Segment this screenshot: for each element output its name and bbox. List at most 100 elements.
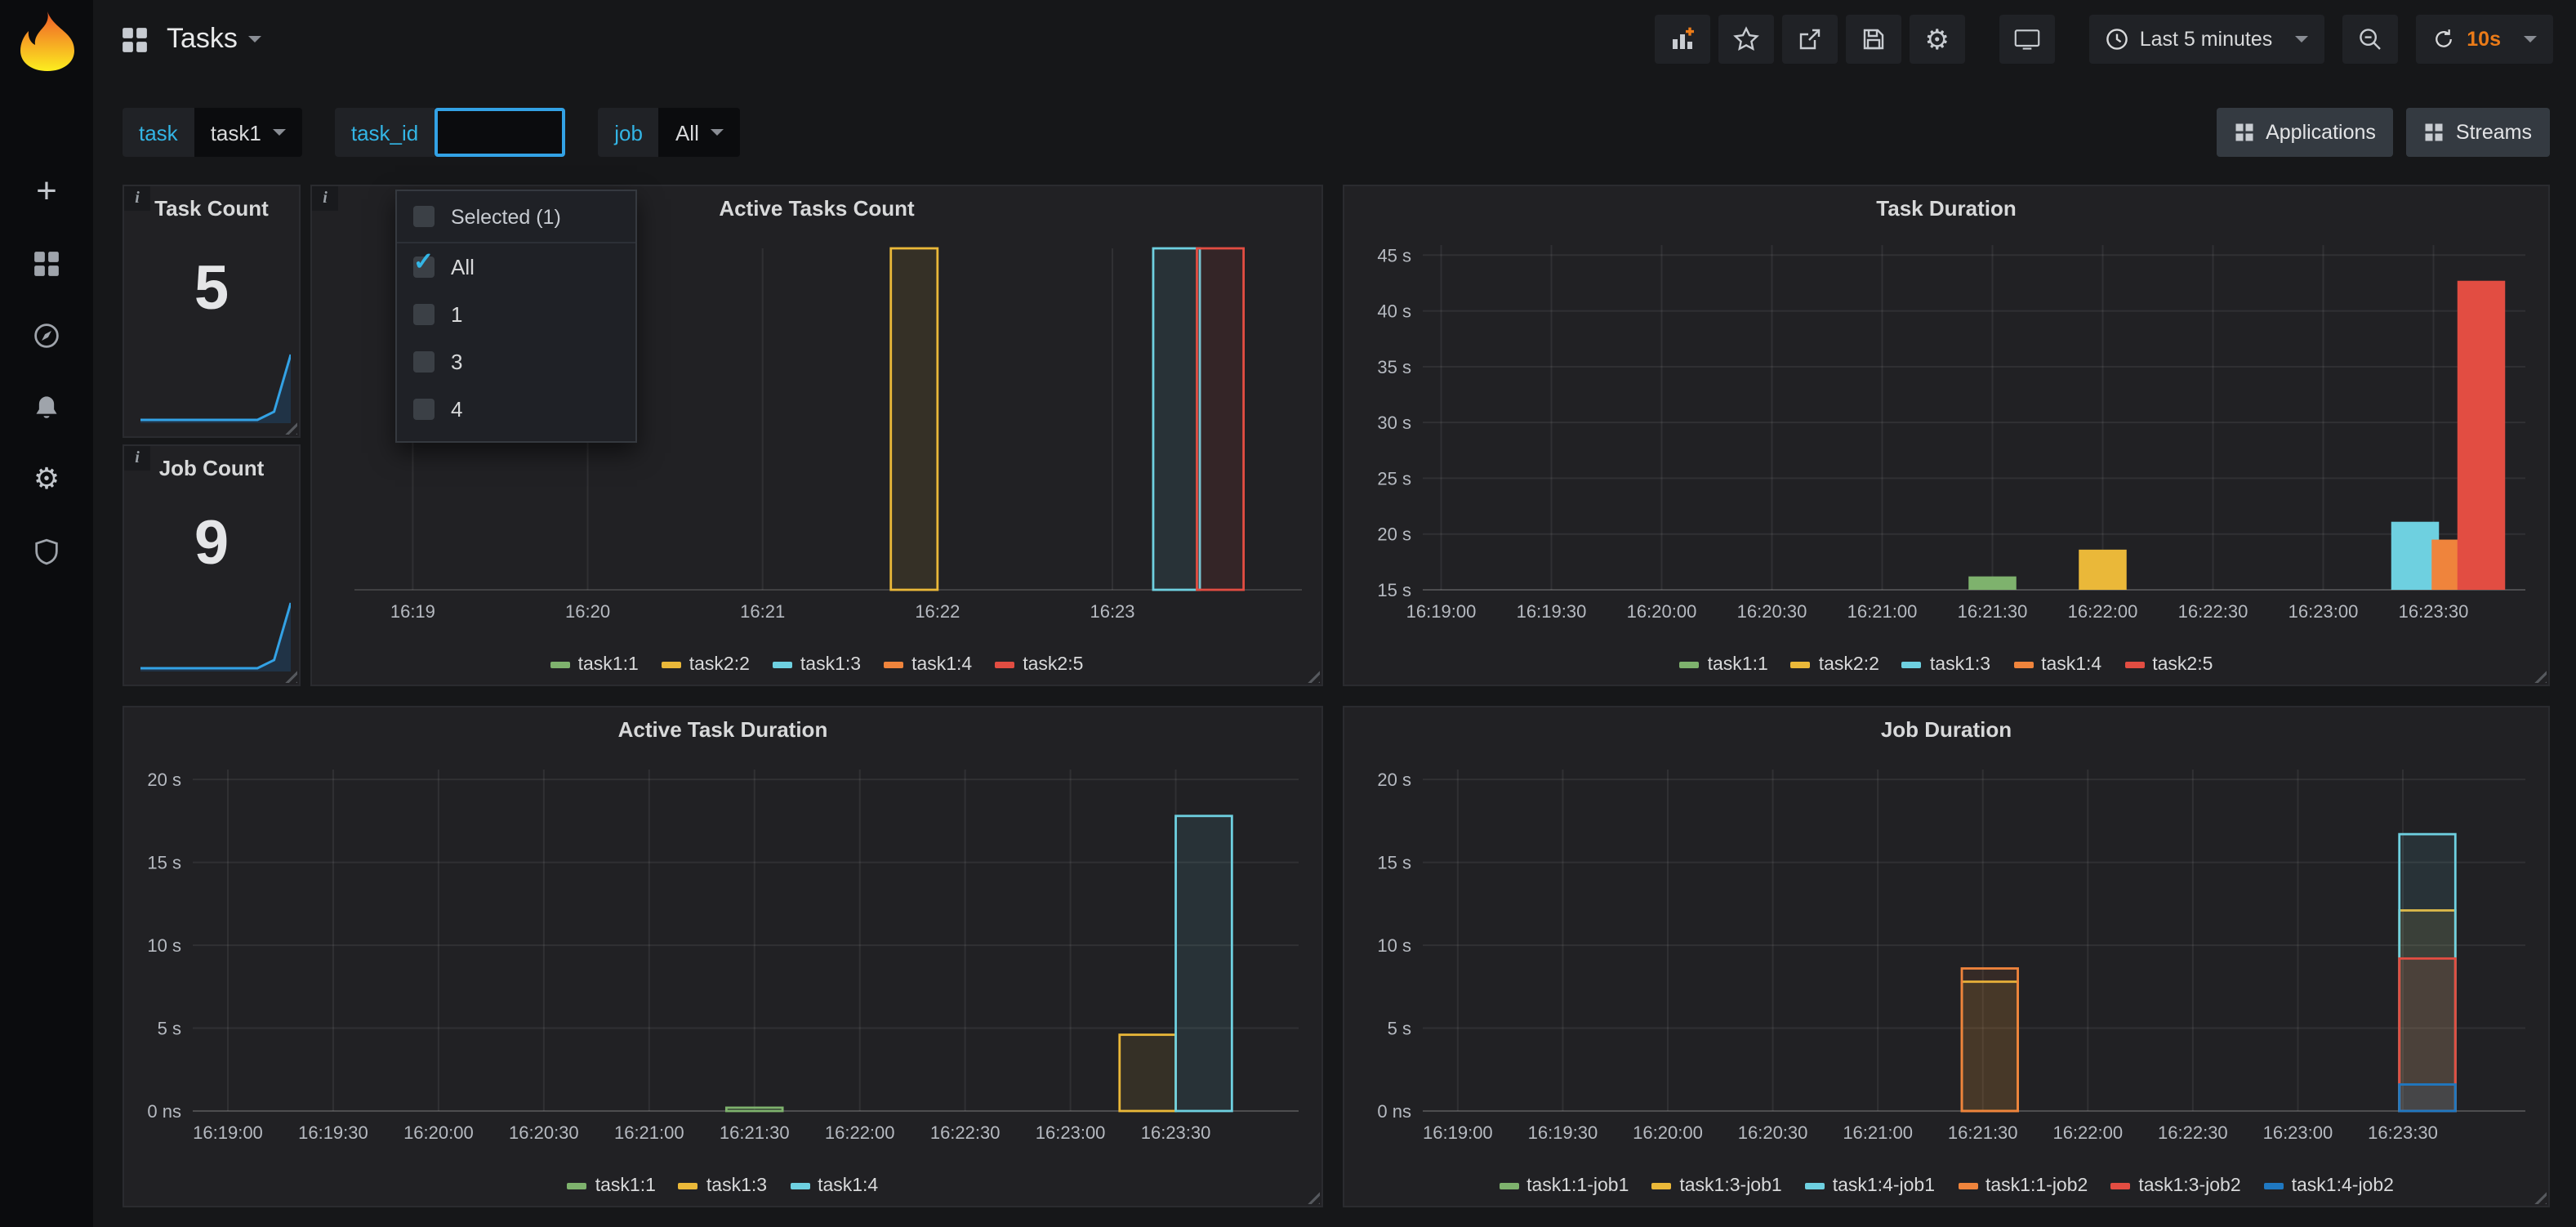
- sidebar-item-configuration[interactable]: ⚙: [0, 443, 93, 515]
- legend-item[interactable]: task1:1-job1: [1499, 1176, 1629, 1196]
- submenu: task task1 task_id job All: [93, 78, 2576, 176]
- zoom-out-button[interactable]: [2342, 15, 2399, 64]
- refresh-icon: [2436, 29, 2453, 47]
- dropdown-option-4[interactable]: ✓ 4: [397, 386, 635, 433]
- time-range-label: Last 5 minutes: [2139, 28, 2273, 51]
- task-duration-chart[interactable]: 16:19:00 16:19:30 16:20:00 16:20:30 16:21:00…: [1348, 232, 2545, 639]
- legend-item[interactable]: task2:2: [1790, 655, 1879, 675]
- legend-item[interactable]: task1:4: [790, 1176, 878, 1196]
- svg-text:16:19:30: 16:19:30: [1528, 1122, 1598, 1143]
- dropdown-option-all[interactable]: ✓ All: [413, 248, 475, 279]
- legend-swatch: [772, 662, 792, 668]
- svg-text:16:23:00: 16:23:00: [2289, 601, 2359, 622]
- svg-text:45 s: 45 s: [1377, 245, 1411, 265]
- legend-item[interactable]: task1:3-job1: [1651, 1176, 1782, 1196]
- legend-item[interactable]: task1:1-job2: [1958, 1176, 2088, 1196]
- legend-item[interactable]: task1:1: [567, 1176, 656, 1196]
- legend-swatch: [1901, 662, 1922, 668]
- legend-item[interactable]: task1:1: [550, 655, 639, 675]
- refresh-button[interactable]: 10s: [2416, 15, 2553, 64]
- save-icon: [1863, 29, 1883, 50]
- active-tasks-count-chart[interactable]: 16:19 16:20 16:21 16:22 16:23: [315, 232, 1318, 639]
- svg-text:5 s: 5 s: [1388, 1019, 1411, 1039]
- svg-text:30 s: 30 s: [1377, 413, 1411, 433]
- legend-item[interactable]: task2:5: [2124, 655, 2213, 675]
- star-button[interactable]: [1718, 15, 1774, 64]
- info-icon[interactable]: i: [312, 186, 338, 211]
- variable-task-id-label: task_id: [334, 108, 435, 157]
- sidebar-item-server-admin[interactable]: [0, 515, 93, 587]
- svg-text:16:20:30: 16:20:30: [509, 1122, 579, 1143]
- add-panel-button[interactable]: [1654, 15, 1710, 64]
- task-id-input[interactable]: [435, 108, 566, 157]
- svg-text:20 s: 20 s: [1377, 770, 1411, 790]
- sidebar: + ⚙: [0, 0, 93, 1227]
- legend-swatch: [2110, 1183, 2131, 1189]
- svg-text:35 s: 35 s: [1377, 357, 1411, 377]
- panel-title[interactable]: Job Count: [158, 456, 265, 480]
- legend-item[interactable]: task1:3: [678, 1176, 767, 1196]
- panel-title[interactable]: Active Tasks Count: [719, 196, 915, 221]
- svg-text:16:21:30: 16:21:30: [1958, 601, 2028, 622]
- share-button[interactable]: [1781, 15, 1838, 64]
- panel-job-count: i Job Count 9: [123, 444, 301, 686]
- sidebar-item-dashboards[interactable]: [0, 227, 93, 299]
- svg-text:16:21:00: 16:21:00: [614, 1122, 684, 1143]
- sidebar-item-explore[interactable]: [0, 299, 93, 371]
- legend-item[interactable]: task1:3: [1901, 655, 1990, 675]
- cycle-view-mode-button[interactable]: [1999, 15, 2055, 64]
- job-duration-chart[interactable]: 16:19:00 16:19:30 16:20:00 16:20:30 16:21:00…: [1348, 753, 2545, 1160]
- panel-title[interactable]: Task Duration: [1876, 196, 2017, 221]
- svg-text:25 s: 25 s: [1377, 468, 1411, 489]
- panel-title[interactable]: Task Count: [154, 196, 269, 221]
- grafana-logo[interactable]: [14, 8, 79, 74]
- dropdown-option-1[interactable]: ✓ 1: [397, 291, 635, 338]
- legend-item[interactable]: task1:1: [1679, 655, 1768, 675]
- legend-item[interactable]: task1:3-job2: [2110, 1176, 2241, 1196]
- chart-legend: task1:1 task1:3 task1:4: [124, 1176, 1321, 1196]
- legend-swatch: [790, 1183, 810, 1189]
- svg-text:16:23:00: 16:23:00: [1036, 1122, 1106, 1143]
- legend-item[interactable]: task1:4-job1: [1804, 1176, 1935, 1196]
- legend-item[interactable]: task2:2: [661, 655, 750, 675]
- legend-item[interactable]: task1:3: [772, 655, 861, 675]
- svg-text:16:20:30: 16:20:30: [1738, 1122, 1808, 1143]
- legend-item[interactable]: task1:4: [884, 655, 972, 675]
- refresh-interval-label: 10s: [2467, 28, 2501, 51]
- variable-job-value[interactable]: All: [658, 108, 740, 157]
- info-icon[interactable]: i: [124, 186, 150, 211]
- panel-title[interactable]: Job Duration: [1880, 717, 2012, 742]
- dashboard-settings-button[interactable]: ⚙: [1909, 15, 1965, 64]
- applications-link[interactable]: Applications: [2217, 108, 2394, 157]
- svg-text:16:22:00: 16:22:00: [825, 1122, 895, 1143]
- sidebar-item-alerting[interactable]: [0, 371, 93, 443]
- side-nav: + ⚙: [0, 155, 93, 587]
- svg-text:16:19:30: 16:19:30: [298, 1122, 368, 1143]
- shield-icon: [35, 538, 58, 564]
- active-task-duration-chart[interactable]: 16:19:00 16:19:30 16:20:00 16:20:30 16:21:00…: [127, 753, 1318, 1160]
- panel-title[interactable]: Active Task Duration: [617, 717, 828, 742]
- legend-swatch: [1651, 1183, 1672, 1189]
- info-icon[interactable]: i: [124, 446, 150, 471]
- svg-text:16:20:00: 16:20:00: [403, 1122, 474, 1143]
- legend-item[interactable]: task1:4: [2013, 655, 2101, 675]
- variable-job-label: job: [598, 108, 659, 157]
- chevron-down-icon: [2524, 36, 2537, 49]
- checkbox[interactable]: [413, 206, 435, 227]
- legend-item[interactable]: task1:4-job2: [2263, 1176, 2394, 1196]
- sidebar-item-create[interactable]: +: [0, 155, 93, 227]
- stat-value: 5: [194, 255, 230, 323]
- variable-task-value[interactable]: task1: [194, 108, 302, 157]
- dropdown-option-3[interactable]: ✓ 3: [397, 338, 635, 386]
- svg-text:16:20:30: 16:20:30: [1737, 601, 1807, 622]
- time-range-picker[interactable]: Last 5 minutes: [2088, 15, 2325, 64]
- checkbox: ✓: [413, 351, 435, 373]
- svg-text:16:19:00: 16:19:00: [1423, 1122, 1493, 1143]
- svg-text:40 s: 40 s: [1377, 301, 1411, 322]
- save-button[interactable]: [1845, 15, 1901, 64]
- dashboard-title-button[interactable]: Tasks: [121, 23, 262, 56]
- legend-item[interactable]: task2:5: [995, 655, 1083, 675]
- streams-link[interactable]: Streams: [2406, 108, 2550, 157]
- legend-swatch: [2263, 1183, 2284, 1189]
